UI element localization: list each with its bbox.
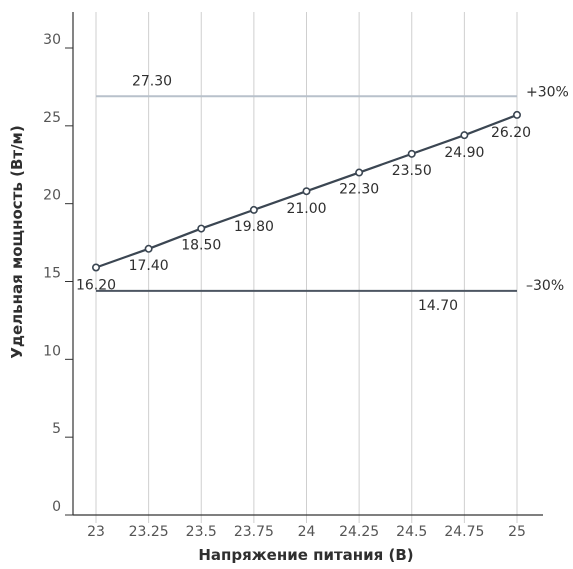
y-tick-label: 10 <box>43 343 61 359</box>
x-tick-label: 24.25 <box>339 524 379 540</box>
upper-reference-value: 27.30 <box>132 73 172 89</box>
data-point <box>460 131 469 140</box>
y-axis-title: Удельная мощность (Вт/м) <box>8 125 26 358</box>
tick-labels: 23 23.25 23.5 23.75 24 24.25 24.5 24.75 25 0 5 10 15… <box>43 32 526 540</box>
data-label: 21.00 <box>286 201 326 217</box>
data-label: 23.50 <box>392 163 432 179</box>
lower-reference-value: 14.70 <box>418 298 458 314</box>
x-tick-label: 23.25 <box>129 524 169 540</box>
y-tick-label: 20 <box>43 188 61 204</box>
data-label: 17.40 <box>129 258 169 274</box>
data-label: 22.30 <box>339 182 379 198</box>
x-tick-label: 24 <box>298 524 316 540</box>
x-tick-label: 23.5 <box>186 524 217 540</box>
data-point <box>249 205 258 214</box>
y-tick-label: 30 <box>43 32 61 48</box>
data-point <box>355 168 364 177</box>
series-layer <box>92 110 521 272</box>
x-tick-label: 23 <box>87 524 105 540</box>
data-point <box>144 244 153 253</box>
data-label: 26.20 <box>491 125 531 141</box>
y-tick-label: 5 <box>52 421 61 437</box>
data-label: 19.80 <box>234 219 274 235</box>
data-point <box>302 187 311 196</box>
data-label: 16.20 <box>76 277 116 293</box>
data-label: 18.50 <box>181 238 221 254</box>
lower-percent-label: –30% <box>526 278 564 294</box>
x-tick-label: 25 <box>508 524 526 540</box>
data-labels: +30% 27.30 –30% 14.70 16.20 17.40 18.50 19.80 21… <box>76 73 569 314</box>
data-label: 24.90 <box>444 145 484 161</box>
axes <box>72 12 543 516</box>
data-point <box>512 110 521 119</box>
x-tick-label: 24.75 <box>444 524 484 540</box>
x-tick-label: 24.5 <box>396 524 427 540</box>
y-tick-label: 0 <box>52 499 61 515</box>
x-tick-label: 23.75 <box>234 524 274 540</box>
y-tick-label: 15 <box>43 266 61 282</box>
data-point <box>407 149 416 158</box>
data-point <box>92 263 101 272</box>
upper-percent-label: +30% <box>526 84 569 100</box>
x-axis-title: Напряжение питания (В) <box>198 546 413 564</box>
data-point <box>197 224 206 233</box>
y-tick-label: 25 <box>43 110 61 126</box>
reference-lines <box>96 95 517 292</box>
